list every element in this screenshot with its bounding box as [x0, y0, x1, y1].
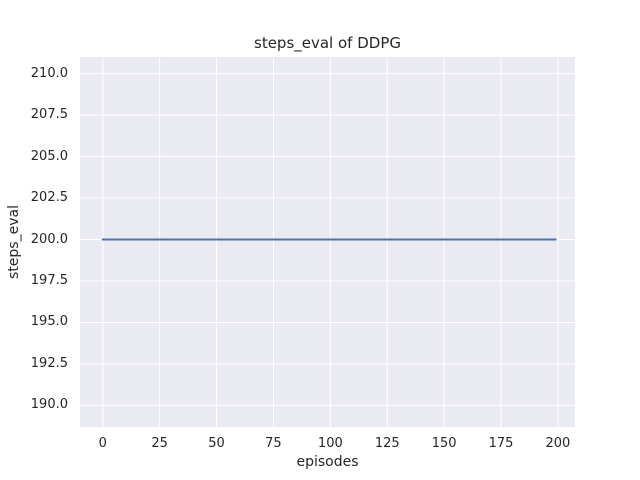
y-tick-label: 202.5 — [30, 190, 68, 206]
x-tick-label: 175 — [488, 436, 514, 451]
x-tick-label: 125 — [374, 436, 400, 451]
x-tick-label: 25 — [151, 436, 168, 451]
x-tick-label: 0 — [98, 436, 107, 451]
x-tick-label: 200 — [545, 436, 571, 451]
x-tick-label: 50 — [208, 436, 225, 451]
x-tick-label: 100 — [317, 436, 343, 451]
y-tick-label: 200.0 — [30, 231, 68, 247]
x-tick-label: 150 — [431, 436, 457, 451]
x-tick-label: 75 — [265, 436, 282, 451]
y-tick-label: 192.5 — [30, 355, 68, 371]
y-tick-label: 210.0 — [30, 65, 68, 81]
plot-background — [80, 57, 575, 427]
y-tick-label: 197.5 — [30, 272, 68, 288]
y-tick-label: 207.5 — [30, 107, 68, 123]
x-axis-label: episodes — [296, 454, 359, 470]
chart-title: steps_eval of DDPG — [254, 34, 401, 52]
y-tick-label: 195.0 — [30, 314, 68, 330]
y-tick-label: 190.0 — [30, 397, 68, 413]
y-tick-label: 205.0 — [30, 148, 68, 164]
